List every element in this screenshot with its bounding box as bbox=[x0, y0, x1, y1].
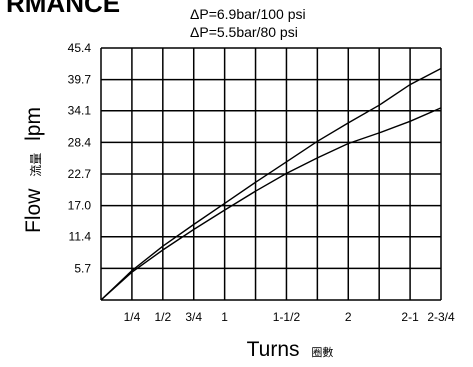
x-tick-label-8: 2-3/4 bbox=[427, 310, 455, 324]
y-axis-label-cjk: 流量 bbox=[29, 153, 43, 177]
axis-layer bbox=[100, 48, 441, 301]
x-tick-label-7: 2-1 bbox=[401, 310, 419, 324]
x-tick-label-3: 3/4 bbox=[185, 310, 202, 324]
y-tick-label-6: 34.1 bbox=[68, 104, 92, 118]
tick-label-layer: 5.7 11.4 17.0 22.7 28.4 34.1 39.7 45.4 1/4 1/2 3/4… bbox=[68, 41, 455, 324]
x-tick-label-2: 1/2 bbox=[154, 310, 171, 324]
grid-layer bbox=[101, 47, 442, 300]
y-tick-label-3: 17.0 bbox=[68, 199, 92, 213]
series-line-1 bbox=[100, 67, 442, 301]
x-tick-label-6: 2 bbox=[345, 310, 352, 324]
x-axis-title: Turns 圈數 bbox=[247, 338, 334, 361]
y-tick-label-4: 22.7 bbox=[68, 167, 92, 181]
series-layer bbox=[100, 67, 442, 301]
x-axis-label: Turns bbox=[247, 338, 300, 361]
x-tick-label-4: 1 bbox=[221, 310, 228, 324]
legend-entry-series-1: ΔP=6.9bar/100 psi bbox=[190, 6, 306, 22]
legend-entry-series-2: ΔP=5.5bar/80 psi bbox=[190, 24, 298, 40]
y-tick-label-1: 5.7 bbox=[74, 261, 91, 275]
y-tick-label-2: 11.4 bbox=[69, 230, 92, 244]
y-axis-label: Flow bbox=[22, 188, 45, 233]
svg-text:Turns 圈數: Turns 圈數 bbox=[247, 338, 334, 361]
y-tick-label-7: 39.7 bbox=[68, 73, 92, 87]
page-title-fragment: RMANCE bbox=[6, 0, 120, 18]
svg-text:Flow 流量 lpm: Flow 流量 lpm bbox=[22, 107, 45, 233]
legend: ΔP=6.9bar/100 psi ΔP=5.5bar/80 psi bbox=[190, 6, 306, 40]
y-axis-label-unit: lpm bbox=[22, 107, 45, 141]
x-tick-label-5: 1-1/2 bbox=[273, 310, 301, 324]
y-tick-label-5: 28.4 bbox=[68, 135, 92, 149]
x-tick-label-1: 1/4 bbox=[124, 310, 141, 324]
series-line-2 bbox=[100, 107, 442, 301]
y-tick-label-8: 45.4 bbox=[68, 41, 92, 55]
x-axis-label-cjk: 圈數 bbox=[311, 346, 333, 359]
y-axis-title: Flow 流量 lpm bbox=[22, 107, 45, 233]
